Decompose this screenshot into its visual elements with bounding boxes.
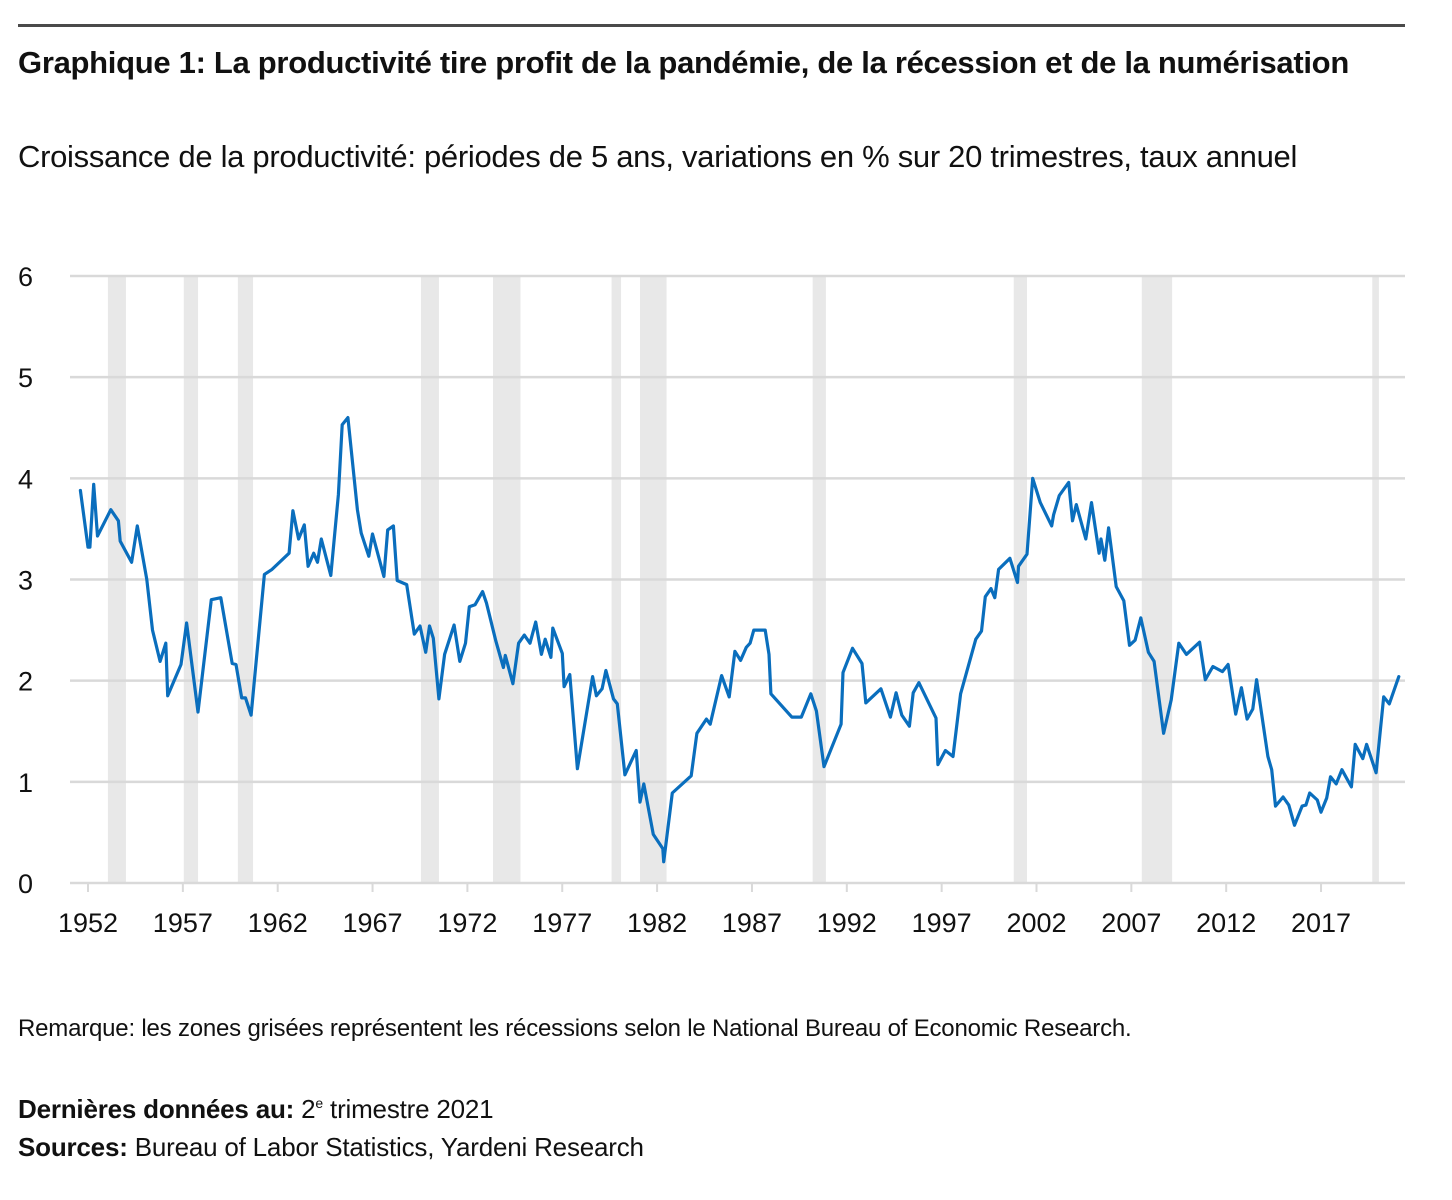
x-tick-label: 2007 [1101,908,1161,938]
sources-value: Bureau of Labor Statistics, Yardeni Rese… [134,1132,644,1162]
sources-line: Sources: Bureau of Labor Statistics, Yar… [18,1132,644,1163]
y-tick-label: 6 [18,262,33,292]
x-axis: 1952 1957 1962 1967 1972 1977 1982 1987 1992 1997… [58,883,1351,938]
y-tick-label: 0 [18,869,33,899]
x-tick-label: 2012 [1196,908,1256,938]
x-tick-label: 1997 [912,908,972,938]
latest-data-period: trimestre 2021 [323,1094,494,1124]
latest-data-ordinal-suffix: e [315,1095,324,1111]
chart-title: Graphique 1: La productivité tire profit… [18,45,1349,80]
productivity-series-line [78,416,1401,864]
y-tick-label: 2 [18,667,33,697]
y-axis-labels: 0 1 2 3 4 5 6 [18,262,33,899]
y-tick-label: 1 [18,768,33,798]
sources-label: Sources: [18,1132,128,1162]
x-tick-label: 1972 [437,908,497,938]
top-rule [18,24,1405,27]
x-tick-label: 1987 [722,908,782,938]
x-tick-label: 1982 [627,908,687,938]
x-tick-label: 1962 [248,908,308,938]
chart-subtitle: Croissance de la productivité: périodes … [18,139,1298,174]
x-tick-label: 1957 [153,908,213,938]
footnote-remark: Remarque: les zones grisées représentent… [18,1015,1132,1042]
x-tick-label: 2017 [1291,908,1351,938]
series [78,416,1401,864]
y-tick-label: 5 [18,363,33,393]
x-tick-label: 1977 [532,908,592,938]
latest-data-ordinal: 2 [301,1094,316,1124]
x-tick-label: 2002 [1006,908,1066,938]
productivity-line-chart: 1952 1957 1962 1967 1972 1977 1982 1987 1992 1997… [18,262,1405,938]
gridlines [70,274,1405,885]
latest-data-label: Dernières données au: [18,1094,295,1124]
x-tick-label: 1967 [343,908,403,938]
y-tick-label: 4 [18,464,33,494]
y-tick-label: 3 [18,566,33,596]
latest-data-value: 2e trimestre 2021 [301,1094,493,1124]
latest-data-line: Dernières données au: 2e trimestre 2021 [18,1094,494,1125]
x-tick-label: 1992 [817,908,877,938]
x-tick-label: 1952 [58,908,118,938]
